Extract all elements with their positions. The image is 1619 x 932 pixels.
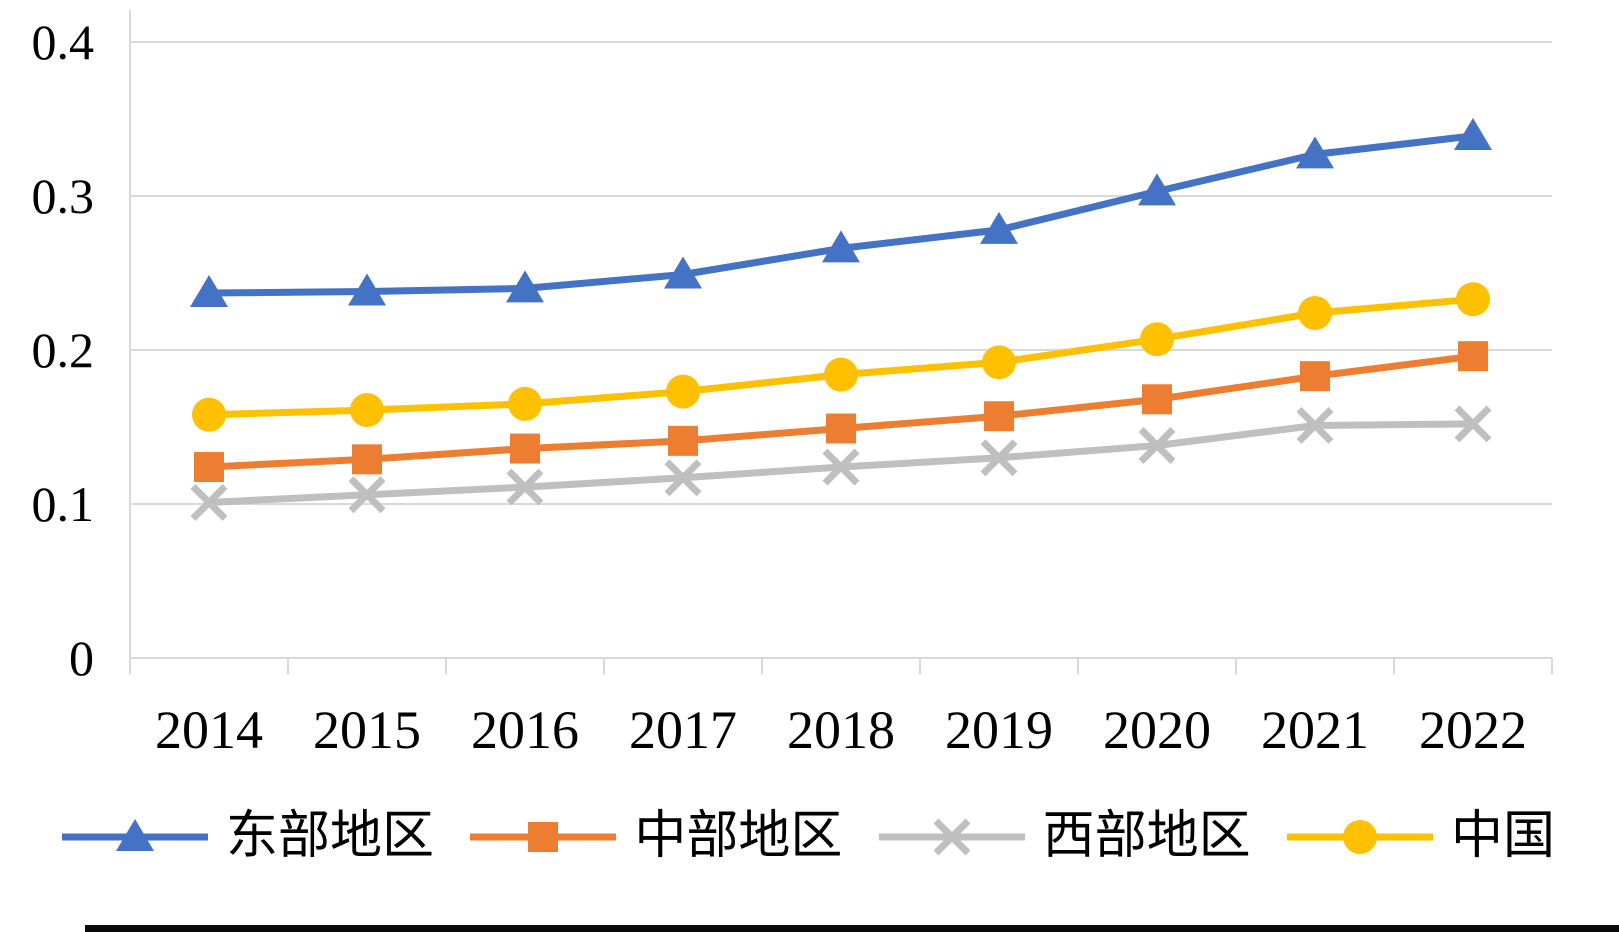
marker-square: [1300, 361, 1330, 392]
y-axis-tick-label: 0: [69, 630, 94, 686]
marker-square: [1142, 384, 1172, 415]
marker-square: [826, 413, 856, 444]
marker-square: [194, 452, 224, 483]
marker-x: [348, 476, 386, 514]
x-axis-tick-label: 2014: [155, 700, 263, 760]
x-axis-tick-label: 2016: [471, 700, 579, 760]
marker-triangle: [190, 275, 228, 308]
marker-triangle: [1138, 173, 1176, 206]
marker-triangle: [348, 273, 386, 306]
marker-circle: [1342, 820, 1377, 854]
legend-x-icon: [878, 818, 1025, 856]
marker-square: [352, 444, 382, 475]
marker-triangle: [1454, 117, 1492, 150]
y-axis-tick-label: 0.4: [32, 14, 95, 70]
y-axis-tick-label: 0.2: [32, 322, 95, 378]
legend-label: 西部地区: [1042, 808, 1251, 865]
y-axis-tick-label: 0.3: [32, 168, 95, 224]
legend-label: 东部地区: [226, 808, 435, 865]
marker-triangle: [1296, 136, 1334, 169]
x-axis-tick-label: 2019: [945, 700, 1053, 760]
x-axis-tick-label: 2020: [1103, 700, 1211, 760]
marker-triangle: [822, 230, 860, 263]
marker-square: [510, 433, 540, 464]
marker-x: [506, 468, 544, 506]
marker-square: [984, 401, 1014, 432]
marker-circle: [982, 345, 1016, 380]
x-axis-tick-label: 2022: [1419, 700, 1527, 760]
line-chart: 0 0.1 0.2 0.3 0.4 2014 2015 2016 2017 2018 2019 202…: [32, 10, 1553, 760]
bottom-border-line: [85, 925, 1619, 932]
legend-label: 中国: [1450, 808, 1555, 865]
marker-circle: [192, 397, 226, 432]
marker-circle: [666, 374, 700, 409]
x-axis-tick-label: 2017: [629, 700, 737, 760]
chart-legend: 东部地区 中部地区 西部地区 中国: [0, 811, 1619, 863]
marker-circle: [508, 386, 542, 421]
x-axis-tick-label: 2021: [1261, 700, 1369, 760]
marker-x: [1454, 405, 1492, 443]
marker-circle: [350, 393, 384, 428]
marker-circle: [824, 357, 858, 392]
marker-x: [1296, 406, 1334, 444]
marker-x: [664, 459, 702, 497]
marker-x: [190, 483, 228, 521]
x-axis-tick-label: 2018: [787, 700, 895, 760]
legend-circle-icon: [1286, 820, 1433, 854]
legend-triangle-icon: [62, 819, 208, 851]
legend-item-1: 中部地区: [468, 811, 842, 863]
y-axis-tick-label: 0.1: [32, 476, 95, 532]
legend-item-0: 东部地区: [60, 811, 434, 863]
series-line-0: [208, 132, 1474, 297]
marker-circle: [1140, 322, 1174, 357]
marker-x: [980, 439, 1018, 477]
marker-circle: [1456, 282, 1490, 317]
marker-square: [1458, 341, 1488, 372]
series-line-3: [208, 295, 1474, 419]
marker-triangle: [664, 256, 702, 289]
legend-item-2: 西部地区: [877, 811, 1251, 863]
marker-x: [1138, 427, 1176, 464]
legend-square-icon: [470, 822, 617, 852]
legend-label: 中部地区: [634, 808, 843, 865]
marker-x: [933, 818, 971, 856]
x-axis-tick-label: 2015: [313, 700, 421, 760]
marker-x: [822, 448, 860, 486]
marker-triangle: [116, 819, 154, 851]
marker-square: [528, 822, 559, 852]
marker-square: [668, 425, 698, 456]
legend-item-3: 中国: [1285, 811, 1555, 863]
marker-triangle: [506, 270, 544, 303]
marker-triangle: [980, 211, 1018, 244]
marker-circle: [1298, 296, 1332, 331]
